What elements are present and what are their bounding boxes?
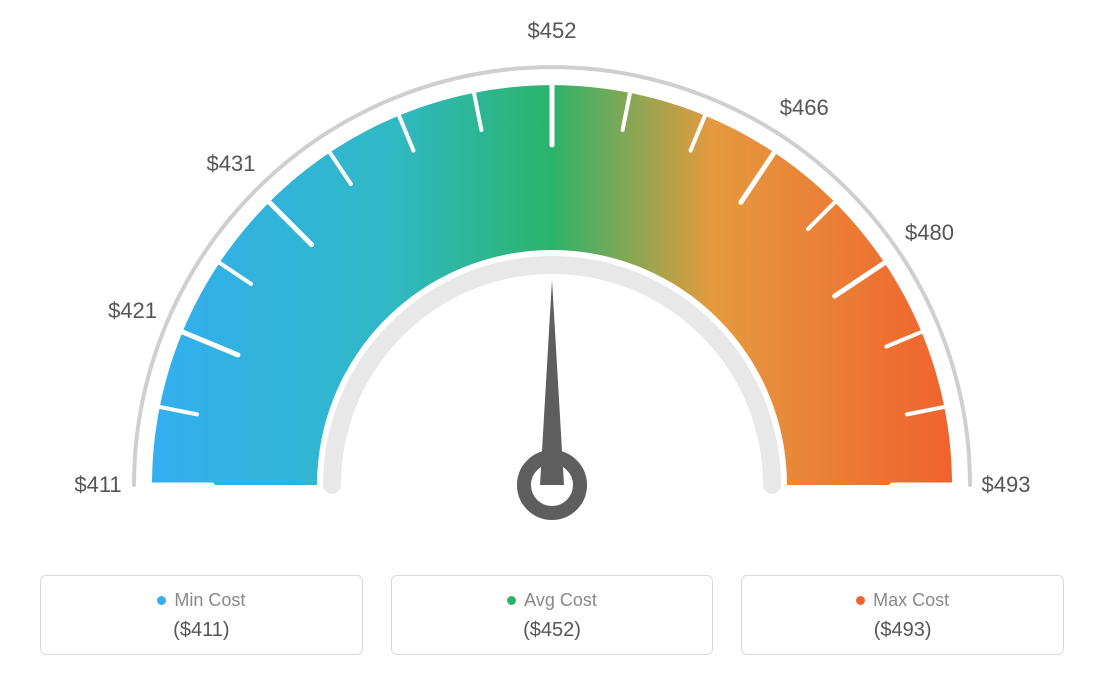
- legend-card-min: Min Cost ($411): [40, 575, 363, 655]
- legend-title-avg: Avg Cost: [402, 590, 703, 611]
- legend-dot-avg: [507, 596, 516, 605]
- legend-title-max: Max Cost: [752, 590, 1053, 611]
- legend-value-max: ($493): [752, 619, 1053, 642]
- gauge-scale-label: $480: [905, 220, 954, 246]
- legend-title-min: Min Cost: [51, 590, 352, 611]
- gauge-scale-label: $493: [982, 472, 1031, 498]
- legend-row: Min Cost ($411) Avg Cost ($452) Max Cost…: [40, 575, 1064, 655]
- gauge-scale-label: $411: [74, 472, 121, 498]
- legend-label-max: Max Cost: [873, 590, 949, 610]
- gauge-scale-label: $431: [206, 151, 255, 177]
- legend-label-avg: Avg Cost: [524, 590, 597, 610]
- gauge-scale-label: $466: [780, 95, 829, 121]
- gauge-svg: [0, 0, 1104, 560]
- gauge-scale-label: $452: [528, 18, 577, 44]
- legend-value-avg: ($452): [402, 619, 703, 642]
- gauge-scale-label: $421: [108, 298, 157, 324]
- legend-value-min: ($411): [51, 619, 352, 642]
- legend-card-max: Max Cost ($493): [741, 575, 1064, 655]
- legend-dot-min: [157, 596, 166, 605]
- legend-card-avg: Avg Cost ($452): [391, 575, 714, 655]
- legend-label-min: Min Cost: [174, 590, 245, 610]
- gauge-chart: $411 $421 $431 $452 $466 $480 $493: [0, 0, 1104, 560]
- legend-dot-max: [856, 596, 865, 605]
